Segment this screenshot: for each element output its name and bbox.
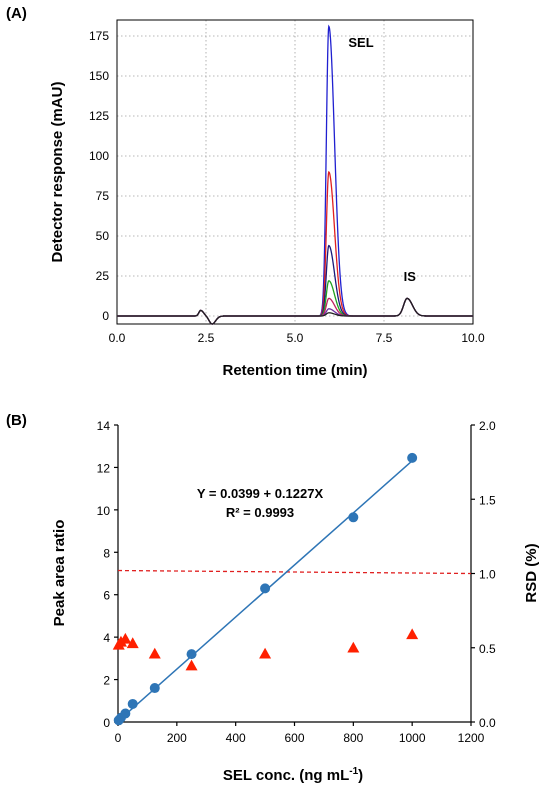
panel-b-rsd-point (347, 641, 360, 653)
panel-a-peak-label: SEL (348, 35, 373, 50)
panel-b-y-tick-label: 2 (103, 674, 110, 688)
panel-b-peak-area-point (127, 698, 138, 709)
panel-b-points (112, 452, 419, 726)
panel-b-r-squared: R² = 0.9993 (226, 505, 294, 520)
panel-b-x-axis-title: SEL conc. (ng mL-1) (223, 766, 363, 784)
panel-a-x-tick-label: 7.5 (376, 331, 393, 345)
panel-b-rsd-point (259, 647, 272, 659)
panel-b-x-tick-label: 600 (284, 731, 304, 745)
panel-a-y-tick-label: 100 (89, 149, 109, 163)
panel-b-y-ticks: 0 2 4 6 8 10 12 14 (97, 419, 118, 730)
panel-b-y2-tick-label: 0.0 (479, 716, 496, 730)
panel-b-y2-tick-label: 1.5 (479, 493, 496, 507)
panel-a-y-tick-label: 25 (96, 269, 110, 283)
panel-b-y-tick-label: 0 (103, 716, 110, 730)
panel-b-rsd-limit-line (117, 569, 472, 575)
panel-b-y2-axis-title: RSD (%) (523, 543, 540, 602)
panel-b-y2-tick-label: 1.0 (479, 568, 496, 582)
panel-b-peak-area-point (260, 583, 271, 594)
panel-a-y-axis-title: Detector response (mAU) (49, 82, 66, 263)
panel-b-x-tick-label: 1200 (458, 731, 485, 745)
panel-b-equation: Y = 0.0399 + 0.1227X (197, 486, 324, 501)
panel-b-x-axis-title-end: ) (358, 767, 363, 784)
panel-a-annotations: SEL IS (348, 35, 416, 284)
panel-b-rsd-point (119, 632, 132, 644)
panel-a-label: (A) (6, 5, 27, 22)
panel-b: (B) 0 2 4 6 8 10 12 14 0.0 0.5 1.0 1.5 2.0 0 200 400 6… (6, 412, 540, 784)
panel-b-rsd-point (185, 659, 198, 671)
panel-a-chromatogram-trace (117, 297, 473, 325)
panel-b-x-axis-title-main: SEL conc. (ng mL (223, 767, 349, 784)
panel-b-y-tick-label: 14 (97, 419, 111, 433)
panel-b-y2-tick-label: 2.0 (479, 419, 496, 433)
panel-b-y2-ticks: 0.0 0.5 1.0 1.5 2.0 (471, 419, 496, 730)
panel-a-chromatogram-trace (117, 280, 473, 325)
panel-b-axes (117, 425, 472, 723)
panel-b-rsd-point (148, 647, 161, 659)
panel-b-peak-area-point (149, 683, 160, 694)
panel-a-y-tick-label: 75 (96, 189, 110, 203)
panel-a-x-ticks: 0.0 2.5 5.0 7.5 10.0 (109, 331, 485, 345)
panel-b-x-ticks: 0 200 400 600 800 1000 1200 (115, 722, 485, 745)
panel-a-x-axis-title: Retention time (min) (223, 362, 368, 379)
panel-b-y-axis-title: Peak area ratio (51, 520, 68, 627)
panel-a-y-tick-label: 175 (89, 29, 109, 43)
panel-b-x-axis-title-sup: -1 (349, 766, 358, 777)
panel-a-y-tick-label: 0 (102, 309, 109, 323)
panel-a: (A) 0 25 50 75 100 125 150 175 0.0 2.5 5.0 7.5 10.0… (6, 5, 485, 379)
panel-a-peak-label: IS (404, 269, 417, 284)
panel-b-peak-area-point (186, 649, 197, 660)
panel-b-y-tick-label: 12 (97, 461, 111, 475)
panel-a-chromatogram-trace (117, 24, 473, 325)
panel-b-peak-area-point (120, 708, 131, 719)
panel-b-peak-area-point (407, 452, 418, 463)
panel-a-y-tick-label: 150 (89, 69, 109, 83)
panel-a-x-tick-label: 10.0 (461, 331, 485, 345)
panel-b-y-tick-label: 6 (103, 589, 110, 603)
panel-b-y-tick-label: 8 (103, 546, 110, 560)
panel-a-y-ticks: 0 25 50 75 100 125 150 175 (89, 29, 109, 323)
panel-a-y-tick-label: 50 (96, 229, 110, 243)
panel-a-grid (117, 20, 473, 324)
panel-b-x-tick-label: 800 (343, 731, 363, 745)
panel-a-x-tick-label: 2.5 (198, 331, 215, 345)
panel-a-series (117, 24, 473, 325)
panel-b-x-tick-label: 0 (115, 731, 122, 745)
panel-b-x-tick-label: 200 (167, 731, 187, 745)
panel-b-x-tick-label: 400 (226, 731, 246, 745)
panel-b-y2-tick-label: 0.5 (479, 642, 496, 656)
panel-b-rsd-point (406, 628, 419, 640)
panel-a-y-tick-label: 125 (89, 109, 109, 123)
panel-b-y-tick-label: 10 (97, 504, 111, 518)
panel-b-y-tick-label: 4 (103, 631, 110, 645)
panel-b-peak-area-point (348, 512, 359, 523)
panel-b-x-tick-label: 1000 (399, 731, 426, 745)
panel-b-rsd-point (126, 637, 139, 649)
panel-a-x-tick-label: 0.0 (109, 331, 126, 345)
panel-a-plot-frame (116, 19, 474, 325)
panel-a-x-tick-label: 5.0 (287, 331, 304, 345)
panel-b-label: (B) (6, 412, 27, 429)
